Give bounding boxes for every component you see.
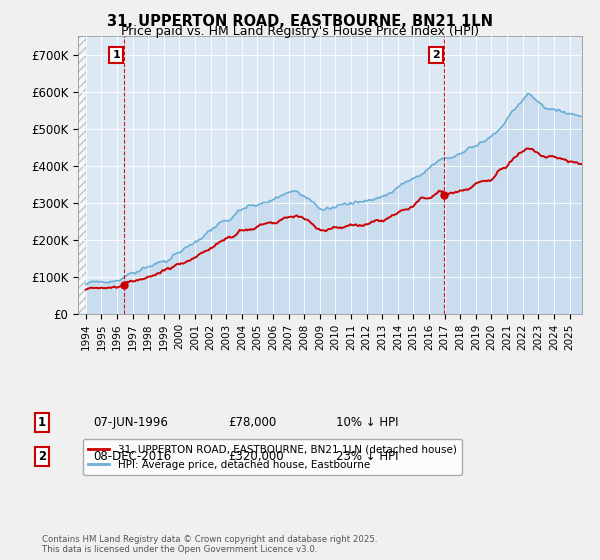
Text: 1: 1 bbox=[38, 416, 46, 430]
Legend: 31, UPPERTON ROAD, EASTBOURNE, BN21 1LN (detached house), HPI: Average price, de: 31, UPPERTON ROAD, EASTBOURNE, BN21 1LN … bbox=[83, 439, 461, 475]
Text: 23% ↓ HPI: 23% ↓ HPI bbox=[336, 450, 398, 463]
Text: Contains HM Land Registry data © Crown copyright and database right 2025.
This d: Contains HM Land Registry data © Crown c… bbox=[42, 535, 377, 554]
Text: 31, UPPERTON ROAD, EASTBOURNE, BN21 1LN: 31, UPPERTON ROAD, EASTBOURNE, BN21 1LN bbox=[107, 14, 493, 29]
Text: £320,000: £320,000 bbox=[228, 450, 284, 463]
Text: 08-DEC-2016: 08-DEC-2016 bbox=[93, 450, 171, 463]
Text: 07-JUN-1996: 07-JUN-1996 bbox=[93, 416, 168, 430]
Text: 10% ↓ HPI: 10% ↓ HPI bbox=[336, 416, 398, 430]
Text: 1: 1 bbox=[112, 50, 120, 60]
Text: 2: 2 bbox=[38, 450, 46, 463]
Text: Price paid vs. HM Land Registry's House Price Index (HPI): Price paid vs. HM Land Registry's House … bbox=[121, 25, 479, 38]
Text: £78,000: £78,000 bbox=[228, 416, 276, 430]
Text: 2: 2 bbox=[432, 50, 440, 60]
